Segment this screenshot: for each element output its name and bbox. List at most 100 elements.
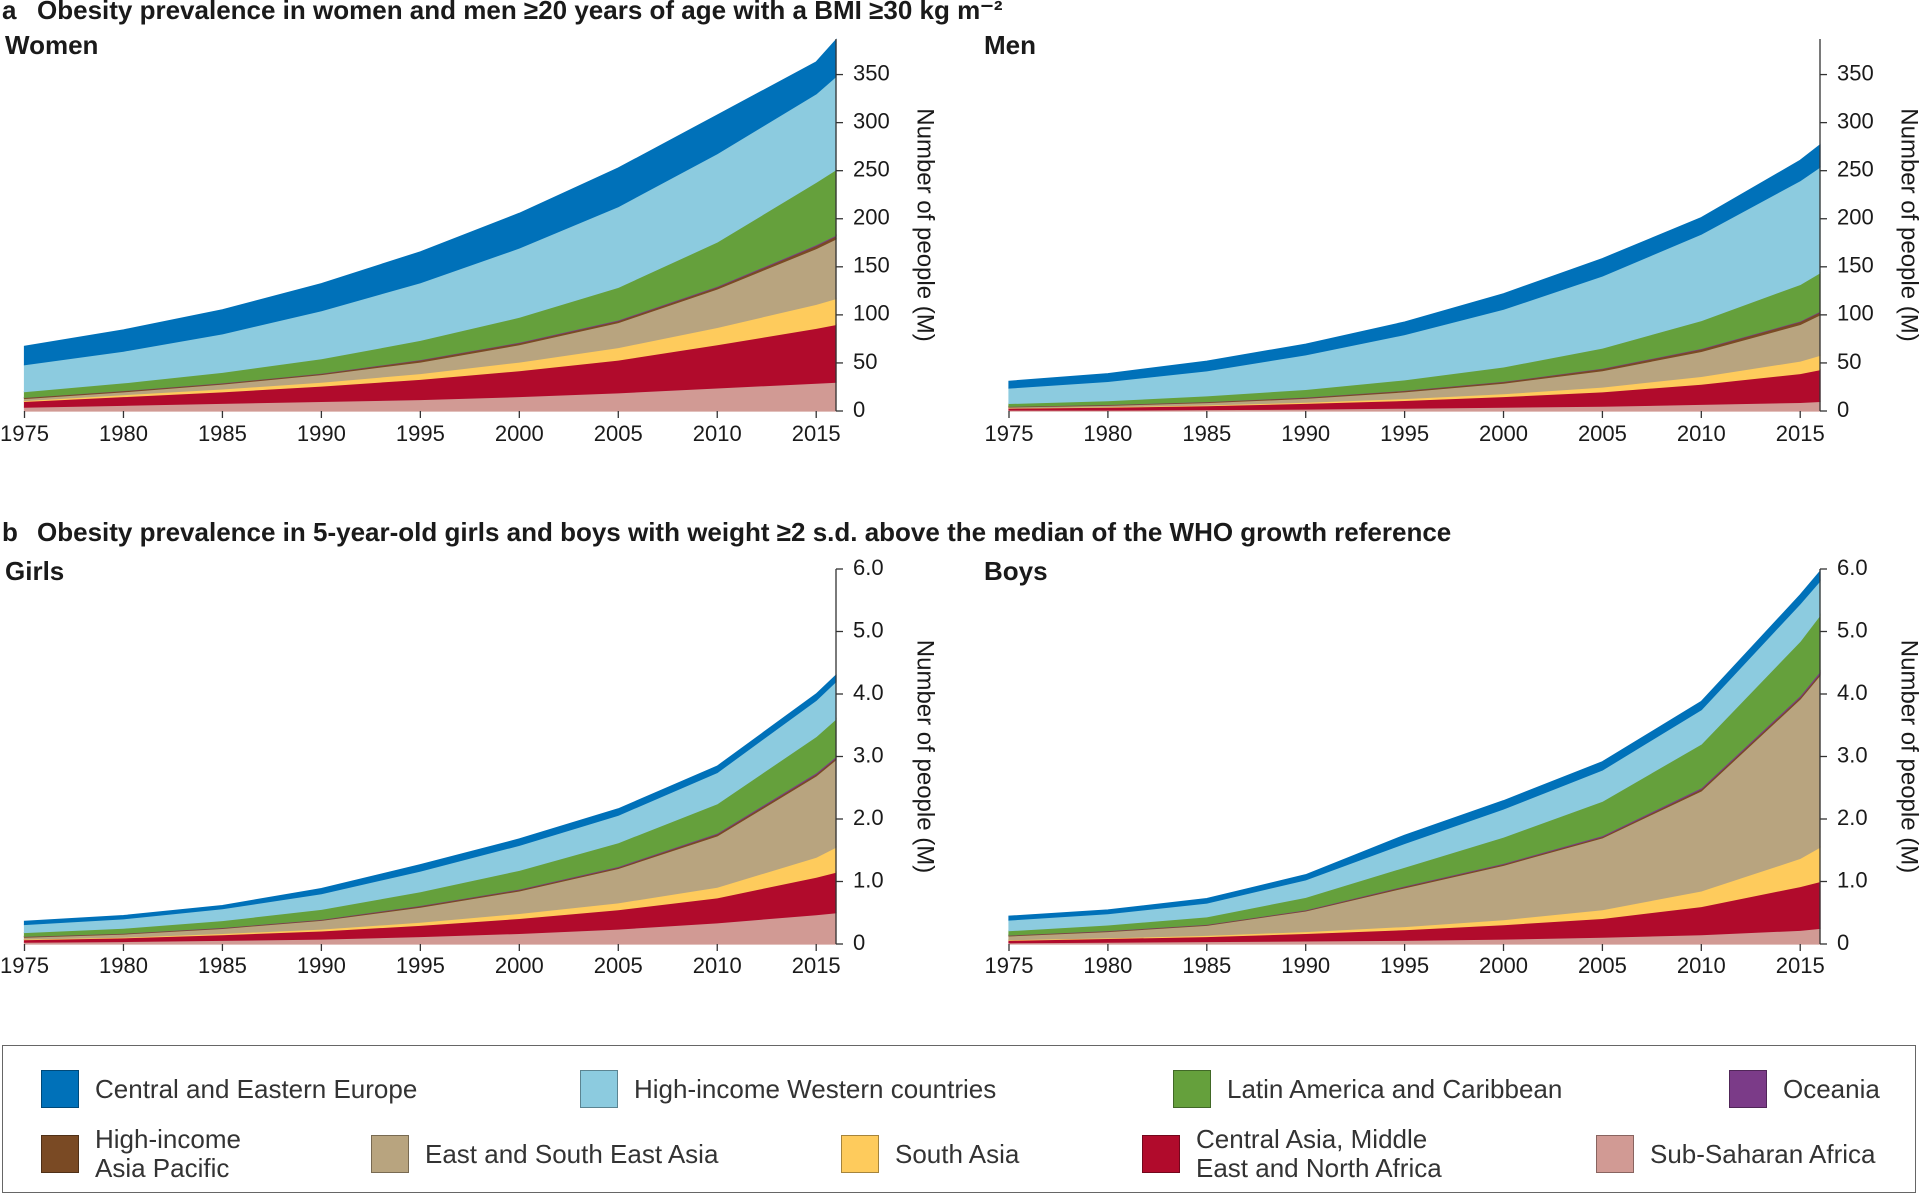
y-tick-label: 5.0 bbox=[1837, 617, 1868, 642]
legend-item: Latin America and Caribbean bbox=[1173, 1070, 1562, 1108]
legend-swatch bbox=[371, 1135, 409, 1173]
x-tick-label: 1995 bbox=[1380, 953, 1429, 978]
legend-swatch bbox=[1142, 1135, 1180, 1173]
legend-item: High-income Western countries bbox=[580, 1070, 996, 1108]
legend-swatch bbox=[1173, 1070, 1211, 1108]
legend-label: High-income Asia Pacific bbox=[95, 1124, 241, 1183]
legend-item: Central and Eastern Europe bbox=[41, 1070, 417, 1108]
y-tick-label: 2.0 bbox=[853, 805, 884, 830]
legend-label: Central and Eastern Europe bbox=[95, 1073, 418, 1104]
y-tick-label: 6.0 bbox=[1837, 555, 1868, 580]
y-axis-label: Number of people (M) bbox=[912, 108, 939, 341]
x-tick-label: 1990 bbox=[297, 953, 346, 978]
x-tick-label: 2005 bbox=[1578, 953, 1627, 978]
y-axis-label: Number of people (M) bbox=[912, 640, 939, 873]
x-tick-label: 2000 bbox=[1479, 421, 1528, 446]
legend-swatch bbox=[1596, 1135, 1634, 1173]
y-tick-label: 50 bbox=[853, 349, 877, 374]
chart-title: Girls bbox=[5, 556, 64, 586]
y-tick-label: 250 bbox=[1837, 157, 1874, 182]
chart-title: Women bbox=[5, 30, 98, 60]
y-tick-label: 3.0 bbox=[853, 742, 884, 767]
x-tick-label: 1975 bbox=[985, 421, 1034, 446]
x-tick-label: 1995 bbox=[396, 421, 445, 446]
y-tick-label: 350 bbox=[1837, 60, 1874, 85]
x-tick-label: 1985 bbox=[198, 953, 247, 978]
y-tick-label: 200 bbox=[853, 205, 890, 230]
x-tick-label: 1980 bbox=[99, 953, 148, 978]
y-tick-label: 2.0 bbox=[1837, 805, 1868, 830]
legend-item: High-income Asia Pacific bbox=[41, 1125, 260, 1183]
x-tick-label: 1990 bbox=[1281, 953, 1330, 978]
y-tick-label: 0 bbox=[1837, 397, 1849, 422]
y-tick-label: 250 bbox=[853, 157, 890, 182]
y-tick-label: 6.0 bbox=[853, 555, 884, 580]
x-tick-label: 2015 bbox=[1776, 421, 1825, 446]
y-tick-label: 300 bbox=[1837, 108, 1874, 133]
x-tick-label: 1990 bbox=[1281, 421, 1330, 446]
y-tick-label: 4.0 bbox=[853, 680, 884, 705]
x-tick-label: 1995 bbox=[1380, 421, 1429, 446]
panel-label: a bbox=[2, 0, 17, 25]
x-tick-label: 2015 bbox=[792, 421, 841, 446]
x-tick-label: 1995 bbox=[396, 953, 445, 978]
x-tick-label: 2015 bbox=[792, 953, 841, 978]
legend-item: Central Asia, Middle East and North Afri… bbox=[1142, 1125, 1476, 1183]
x-tick-label: 1980 bbox=[1083, 421, 1132, 446]
y-tick-label: 3.0 bbox=[1837, 742, 1868, 767]
y-tick-label: 4.0 bbox=[1837, 680, 1868, 705]
x-tick-label: 1975 bbox=[985, 953, 1034, 978]
legend-item: Oceania bbox=[1729, 1070, 1880, 1108]
legend-swatch bbox=[41, 1070, 79, 1108]
y-tick-label: 150 bbox=[1837, 253, 1874, 278]
y-tick-label: 100 bbox=[853, 301, 890, 326]
legend-item: South Asia bbox=[841, 1135, 1019, 1173]
legend-swatch bbox=[841, 1135, 879, 1173]
legend-label: Oceania bbox=[1783, 1073, 1880, 1104]
x-tick-label: 1990 bbox=[297, 421, 346, 446]
chart-title: Boys bbox=[984, 556, 1048, 586]
legend-item: Sub-Saharan Africa bbox=[1596, 1135, 1875, 1173]
x-tick-label: 2010 bbox=[1677, 953, 1726, 978]
y-tick-label: 350 bbox=[853, 60, 890, 85]
legend-label: High-income Western countries bbox=[634, 1073, 997, 1104]
x-tick-label: 2015 bbox=[1776, 953, 1825, 978]
y-axis-label: Number of people (M) bbox=[1896, 640, 1920, 873]
legend-label: South Asia bbox=[895, 1138, 1020, 1169]
legend: Central and Eastern Europe High-income We… bbox=[2, 1045, 1916, 1193]
y-tick-label: 150 bbox=[853, 253, 890, 278]
y-tick-label: 0 bbox=[853, 930, 865, 955]
x-tick-label: 1975 bbox=[0, 953, 49, 978]
y-tick-label: 0 bbox=[1837, 930, 1849, 955]
panel-label: b bbox=[2, 517, 18, 547]
legend-swatch bbox=[580, 1070, 618, 1108]
x-tick-label: 2000 bbox=[1479, 953, 1528, 978]
y-tick-label: 0 bbox=[853, 397, 865, 422]
x-tick-label: 1985 bbox=[1182, 421, 1231, 446]
panel-title: Obesity prevalence in 5-year-old girls a… bbox=[37, 517, 1451, 547]
panel-title: Obesity prevalence in women and men ≥20 … bbox=[37, 0, 1003, 25]
x-tick-label: 1975 bbox=[0, 421, 49, 446]
x-tick-label: 2000 bbox=[495, 421, 544, 446]
x-tick-label: 2005 bbox=[594, 953, 643, 978]
x-tick-label: 2010 bbox=[1677, 421, 1726, 446]
legend-label: East and South East Asia bbox=[425, 1138, 719, 1169]
legend-swatch bbox=[1729, 1070, 1767, 1108]
x-tick-label: 1985 bbox=[198, 421, 247, 446]
legend-swatch bbox=[41, 1135, 79, 1173]
x-tick-label: 2010 bbox=[693, 421, 742, 446]
legend-label: Latin America and Caribbean bbox=[1227, 1073, 1563, 1104]
y-tick-label: 1.0 bbox=[1837, 867, 1868, 892]
y-tick-label: 5.0 bbox=[853, 617, 884, 642]
x-tick-label: 2005 bbox=[594, 421, 643, 446]
y-tick-label: 200 bbox=[1837, 205, 1874, 230]
legend-label: Central Asia, Middle East and North Afri… bbox=[1196, 1124, 1442, 1183]
x-tick-label: 2005 bbox=[1578, 421, 1627, 446]
chart-title: Men bbox=[984, 30, 1036, 60]
legend-label: Sub-Saharan Africa bbox=[1650, 1138, 1876, 1169]
x-tick-label: 2000 bbox=[495, 953, 544, 978]
y-axis-label: Number of people (M) bbox=[1896, 108, 1920, 341]
x-tick-label: 2010 bbox=[693, 953, 742, 978]
